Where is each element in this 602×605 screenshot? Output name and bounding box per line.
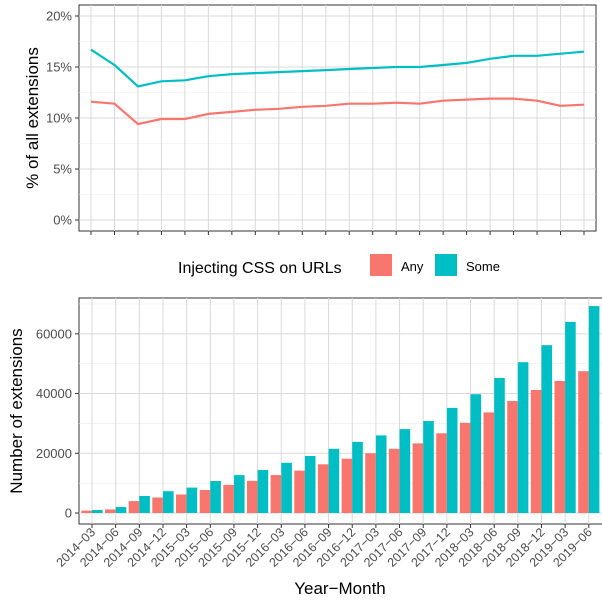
bar-any [436, 433, 447, 513]
bar-any [365, 453, 376, 513]
bar-chart-y-tick-label: 20000 [36, 446, 72, 461]
bar-some [234, 475, 245, 513]
line-chart-series [90, 48, 585, 126]
bar-some [446, 407, 458, 513]
bar-some [399, 429, 411, 513]
line-chart-y-tick-label: 0% [53, 213, 72, 228]
bar-some [139, 496, 150, 513]
line-chart-x-ticks [90, 231, 585, 235]
bar-any [388, 448, 400, 513]
bar-any [81, 510, 92, 513]
bar-any [412, 443, 424, 513]
bar-some [494, 378, 505, 513]
bar-some [541, 345, 553, 513]
bar-some [210, 481, 221, 513]
bar-any [459, 422, 471, 513]
bar-chart-y-tick-label: 0 [65, 506, 72, 521]
bar-some [163, 491, 174, 513]
bar-any [105, 509, 116, 513]
bar-some [375, 435, 387, 513]
bar-chart-y-axis-label: Number of extensions [7, 328, 26, 493]
bar-any [176, 494, 187, 513]
bar-any [128, 501, 140, 513]
legend-key-some [435, 254, 457, 276]
bar-chart-x-ticks: 2014−032014−062014−092014−122015−032015−… [54, 524, 595, 570]
line-series-any [90, 97, 585, 126]
bar-any [483, 412, 495, 513]
bar-any [247, 480, 258, 514]
bar-any [270, 475, 282, 513]
bar-any [507, 401, 518, 513]
line-chart-y-axis-label: % of all extensions [23, 47, 42, 189]
bar-chart-y-tick-label: 40000 [36, 386, 72, 401]
bar-some [565, 321, 576, 513]
line-chart-gridlines [79, 5, 596, 231]
bar-any [341, 458, 353, 513]
bar-any [554, 381, 566, 513]
bar-some [281, 462, 292, 513]
legend-title: Injecting CSS on URLs [178, 260, 342, 277]
bar-some [352, 441, 363, 513]
bar-some [186, 487, 198, 513]
bar-some [517, 362, 529, 513]
line-series-some [90, 48, 585, 88]
bar-any [317, 464, 329, 513]
bar-some [423, 421, 434, 513]
bar-some [328, 448, 340, 513]
bar-chart-panel: 0 20000 40000 60000 2014−032014−062014−0920… [7, 297, 602, 598]
bar-any [578, 371, 589, 513]
bar-chart-x-axis-label: Year−Month [294, 579, 386, 598]
legend-key-any [370, 254, 392, 276]
line-chart-y-ticks: 0% 5% 10% 15% 20% [46, 9, 79, 228]
legend-label-any: Any [401, 259, 424, 274]
bar-chart-bars [81, 306, 600, 514]
bar-any [223, 484, 234, 513]
bar-any [530, 390, 542, 513]
bar-any [152, 497, 163, 513]
line-chart-panel: 0% 5% 10% 15% 20% % of all extensions [23, 4, 597, 235]
legend-label-some: Some [466, 259, 500, 274]
bar-any [294, 470, 305, 513]
bar-some [115, 507, 127, 513]
legend: Injecting CSS on URLs Any Some [178, 254, 500, 277]
bar-some [588, 306, 600, 513]
bar-some [470, 394, 482, 513]
bar-chart-y-tick-label: 60000 [36, 326, 72, 341]
bar-chart-y-ticks: 0 20000 40000 60000 [36, 326, 79, 521]
bar-any [199, 490, 211, 513]
line-chart-y-tick-label: 10% [46, 111, 72, 126]
bar-some [92, 510, 103, 513]
line-chart-y-tick-label: 15% [46, 60, 72, 75]
line-chart-y-tick-label: 20% [46, 9, 72, 24]
bar-some [257, 470, 269, 513]
bar-some [304, 456, 316, 513]
line-chart-y-tick-label: 5% [53, 162, 72, 177]
